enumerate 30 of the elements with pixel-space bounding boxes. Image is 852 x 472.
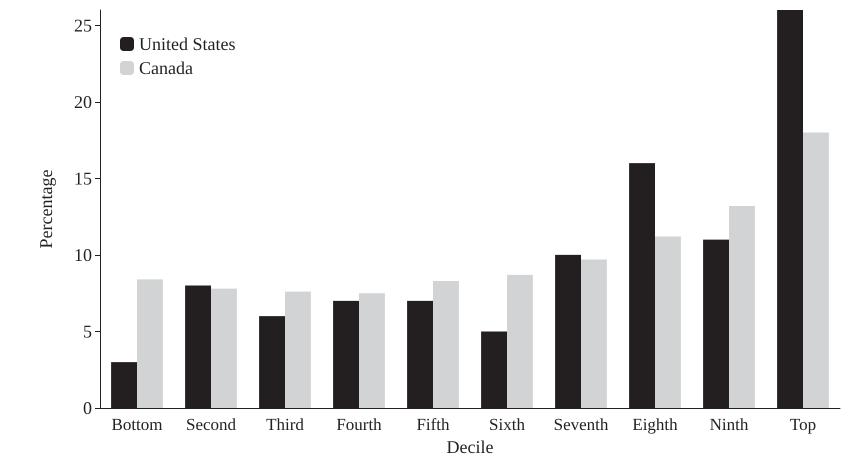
x-tick-label: Fifth (416, 415, 450, 434)
x-tick-label: Fourth (336, 415, 382, 434)
x-tick-label: Third (266, 415, 304, 434)
x-axis-title: Decile (446, 437, 494, 457)
y-tick-label: 25 (74, 15, 92, 36)
y-tick-label: 0 (83, 398, 92, 418)
bar (211, 288, 237, 408)
legend-label: Canada (139, 58, 193, 78)
x-tick-label: Sixth (489, 415, 526, 434)
bar (433, 280, 459, 408)
legend-label: United States (139, 34, 236, 54)
x-tick-label: Top (790, 415, 816, 434)
y-tick-label: 15 (74, 168, 92, 188)
y-axis-title: Percentage (36, 170, 56, 248)
x-tick-label: Seventh (554, 415, 609, 434)
bar (729, 206, 755, 408)
x-tick-label: Bottom (111, 415, 163, 434)
bar (655, 236, 681, 408)
bar (581, 260, 607, 408)
bar (359, 293, 385, 408)
bar (507, 274, 533, 408)
y-tick-label: 10 (74, 244, 92, 265)
y-tick-label: 20 (74, 92, 92, 112)
x-tick-label: Second (186, 415, 237, 434)
x-tick-label: Ninth (710, 415, 749, 434)
bar (803, 132, 829, 408)
y-tick-label: 5 (83, 321, 92, 342)
bar (137, 279, 163, 408)
x-tick-label: Eighth (632, 415, 678, 434)
bar (285, 292, 311, 408)
